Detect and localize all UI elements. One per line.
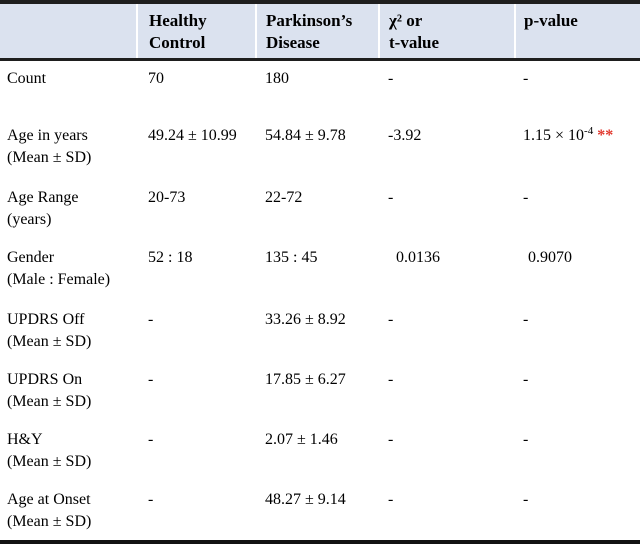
header-row: Healthy Control Parkinson’s Disease χ² or … [0,2,640,61]
cell: - [523,188,529,206]
table-row: UPDRS On (Mean ± SD) - 17.85 ± 6.27 - - [0,362,640,422]
exponent: -4 [584,124,594,137]
cell: 33.26 ± 8.92 [265,310,346,328]
row-label: Age in years (Mean ± SD) [7,126,92,166]
column-header: χ² or t-value [378,2,515,61]
cell: 52 : 18 [148,248,193,266]
cell: 22-72 [265,188,303,206]
cell: - [388,70,394,87]
cell: 70 [148,70,164,87]
cell: - [523,70,529,87]
cell: - [388,490,394,508]
cell: -3.92 [388,126,422,144]
cell: - [388,430,394,448]
cell: - [523,310,529,328]
cell: - [523,370,529,388]
cell: - [388,310,394,328]
cell: 17.85 ± 6.27 [265,370,346,388]
cell: 1.15 × 10-4 ** [515,118,640,180]
row-label: UPDRS Off (Mean ± SD) [7,310,92,350]
cell: 49.24 ± 10.99 [148,126,237,144]
cell: - [523,430,529,448]
cell: 180 [265,70,289,87]
table-body: Count 70 180 - - Age in years (Mean ± SD) 49.2… [0,60,640,542]
row-label: Age Range (years) [7,188,79,228]
column-header: Healthy Control [136,2,256,61]
table-row: Age at Onset (Mean ± SD) - 48.27 ± 9.14 - - [0,482,640,542]
row-label: Age at Onset (Mean ± SD) [7,490,92,530]
cell: 54.84 ± 9.78 [265,126,346,144]
significance-marker: ** [597,126,614,144]
cell: 48.27 ± 9.14 [265,490,346,508]
cell: 0.0136 [396,248,440,266]
cell: - [388,370,394,388]
cell: 135 : 45 [265,248,318,266]
cell: 2.07 ± 1.46 [265,430,338,448]
column-header: p-value [514,2,640,61]
row-label: Count [7,70,47,87]
table-row: Gender (Male : Female) 52 : 18 135 : 45 0.0… [0,240,640,302]
row-label: Gender (Male : Female) [7,248,111,288]
table-row: H&Y (Mean ± SD) - 2.07 ± 1.46 - - [0,422,640,482]
cell: - [148,490,154,508]
row-label: H&Y (Mean ± SD) [7,430,92,470]
cell: - [388,188,394,206]
cell: - [148,370,154,388]
cell: - [148,430,154,448]
table-row: Count 70 180 - - [0,60,640,118]
cell: - [523,490,529,508]
cell: 20-73 [148,188,186,206]
table-row: UPDRS Off (Mean ± SD) - 33.26 ± 8.92 - - [0,302,640,362]
column-header: Parkinson’s Disease [255,2,379,61]
table-row: Age Range (years) 20-73 22-72 - - [0,180,640,240]
table-row: Age in years (Mean ± SD) 49.24 ± 10.99 54.… [0,118,640,180]
table-header: Healthy Control Parkinson’s Disease χ² or … [0,2,640,61]
row-label: UPDRS On (Mean ± SD) [7,370,92,410]
corner-header [0,2,137,61]
cell: 0.9070 [528,248,572,266]
value-text: 1.15 × 10 [523,126,585,144]
cell: - [148,310,154,328]
